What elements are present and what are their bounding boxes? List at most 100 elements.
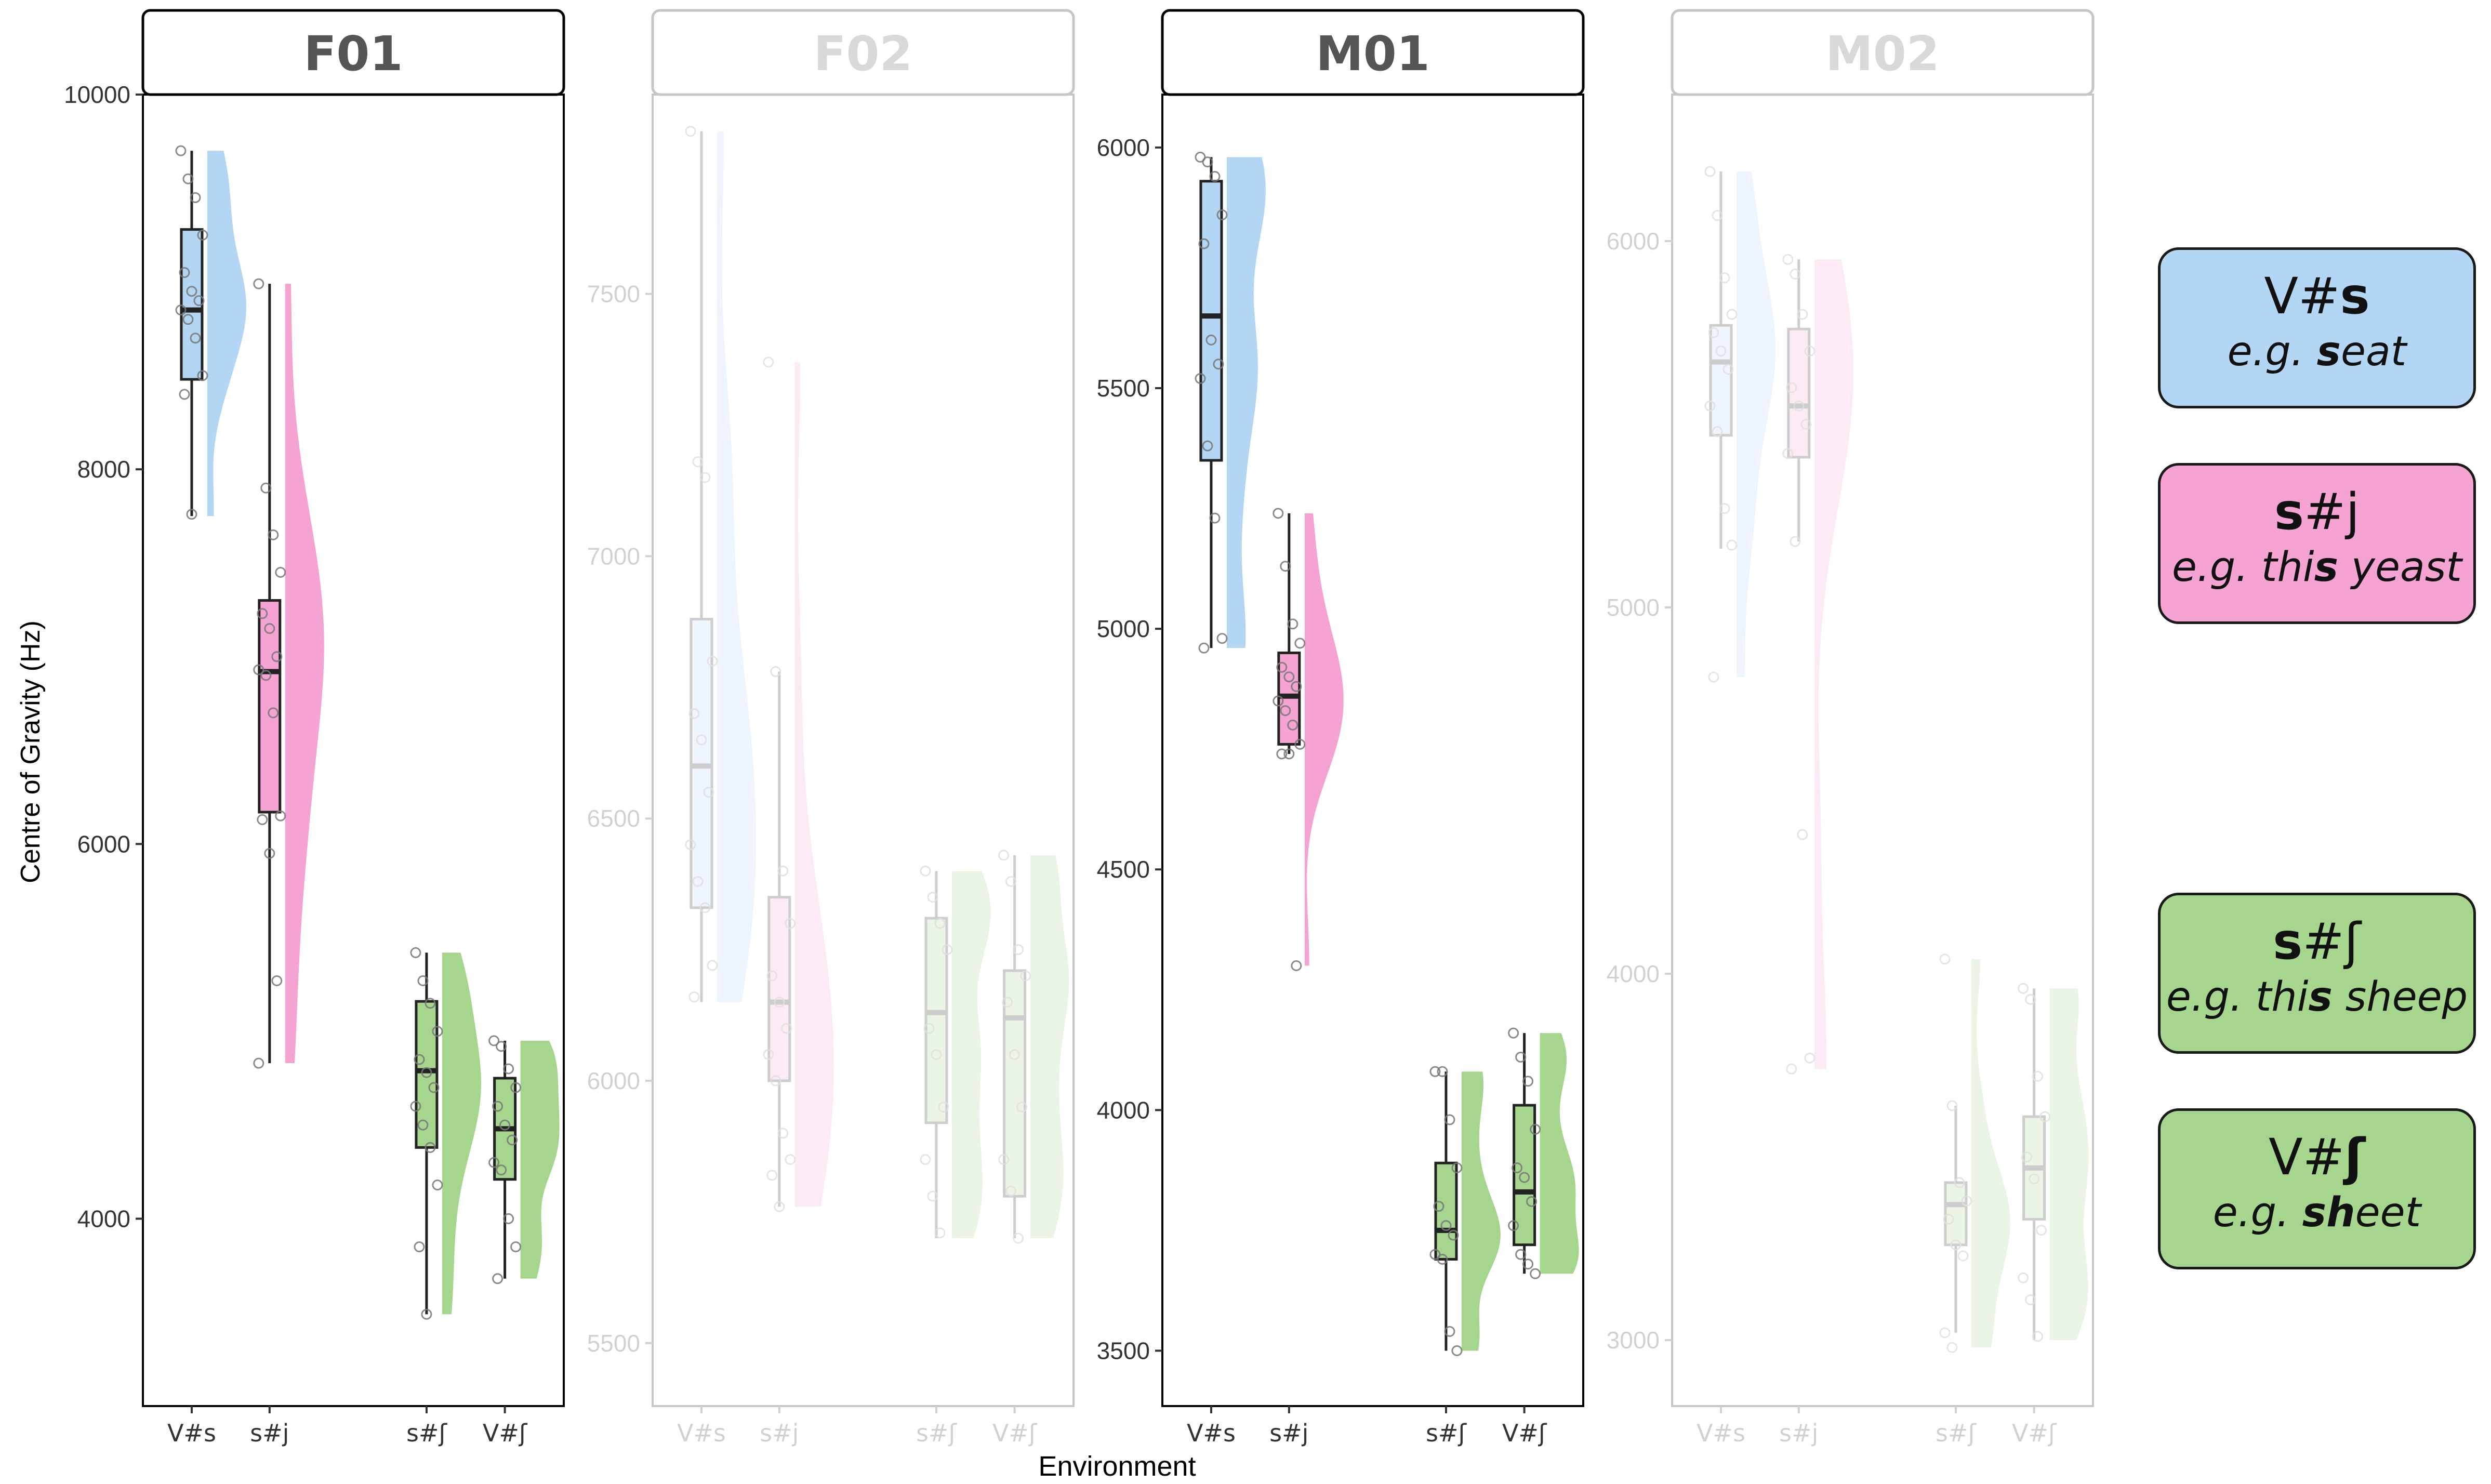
data-point bbox=[2036, 1225, 2047, 1236]
data-point bbox=[1005, 1185, 1017, 1197]
data-point bbox=[1939, 1327, 1951, 1339]
iqr-box bbox=[767, 896, 791, 1082]
box-m02-2 bbox=[1939, 953, 2010, 1353]
data-point bbox=[1508, 1027, 1519, 1039]
data-point bbox=[421, 1067, 432, 1078]
data-point bbox=[938, 1102, 949, 1113]
data-point bbox=[1961, 1195, 1972, 1207]
data-point bbox=[696, 734, 707, 746]
box-m02-1 bbox=[1782, 254, 1853, 1075]
panel-frame bbox=[1161, 94, 1584, 1407]
data-point bbox=[1280, 561, 1291, 572]
data-point bbox=[1723, 364, 1734, 375]
data-point bbox=[2039, 1111, 2051, 1122]
data-point bbox=[496, 1164, 507, 1176]
data-point bbox=[1704, 400, 1716, 412]
iqr-box bbox=[1513, 1104, 1536, 1247]
data-point bbox=[1797, 309, 1808, 320]
panel-frame bbox=[652, 94, 1075, 1407]
data-point bbox=[275, 566, 286, 578]
data-point bbox=[414, 1054, 425, 1065]
box-f02-3 bbox=[998, 850, 1069, 1244]
y-tick-label: 6000 bbox=[1097, 134, 1150, 161]
data-point bbox=[1002, 997, 1013, 1008]
data-point bbox=[1287, 618, 1298, 630]
panel-frame bbox=[142, 94, 565, 1407]
data-point bbox=[421, 1308, 432, 1320]
data-point bbox=[1708, 671, 1719, 683]
data-point bbox=[260, 670, 272, 681]
data-point bbox=[1013, 1233, 1024, 1244]
data-point bbox=[1515, 1249, 1527, 1260]
data-point bbox=[1782, 448, 1794, 459]
data-point bbox=[688, 991, 700, 1003]
data-point bbox=[777, 1128, 789, 1139]
data-point bbox=[1205, 334, 1217, 346]
legend-item-sesh: s#ʃ e.g. this sheep bbox=[2158, 893, 2476, 1054]
data-point bbox=[1782, 254, 1794, 265]
y-tick-label: 3000 bbox=[1607, 1327, 1660, 1354]
legend-symbol: s#ʃ bbox=[2273, 912, 2361, 971]
facet-strip bbox=[651, 9, 1075, 96]
facet-strip bbox=[1671, 9, 2095, 96]
data-point bbox=[770, 1075, 781, 1086]
y-tick-label: 8000 bbox=[77, 456, 130, 483]
data-point bbox=[190, 192, 201, 203]
data-point bbox=[998, 850, 1010, 861]
data-point bbox=[432, 1180, 443, 1191]
data-point bbox=[2021, 1151, 2033, 1163]
y-tick-label: 5000 bbox=[1607, 594, 1660, 621]
data-point bbox=[1797, 829, 1808, 840]
data-point bbox=[1708, 327, 1719, 338]
iqr-box bbox=[180, 228, 204, 381]
data-point bbox=[774, 997, 785, 1008]
legend-item-sj: s#j e.g. this yeast bbox=[2158, 463, 2476, 624]
data-point bbox=[1020, 970, 1031, 982]
data-point bbox=[186, 509, 197, 520]
data-point bbox=[264, 847, 275, 859]
data-point bbox=[1786, 382, 1797, 393]
data-point bbox=[1283, 748, 1295, 760]
data-point bbox=[186, 286, 197, 297]
data-point bbox=[1448, 1229, 1459, 1241]
data-point bbox=[1429, 1066, 1441, 1077]
density-cloud bbox=[520, 1040, 560, 1279]
data-point bbox=[1198, 238, 1210, 249]
x-axis-title: Environment bbox=[1038, 1451, 1196, 1482]
data-point bbox=[268, 707, 279, 719]
data-point bbox=[920, 1154, 931, 1165]
data-point bbox=[197, 229, 208, 241]
x-tick-label: V#s bbox=[1187, 1419, 1236, 1447]
data-point bbox=[1519, 1172, 1530, 1183]
data-point bbox=[425, 1142, 436, 1153]
legend-symbol: V#ʃ bbox=[2269, 1128, 2365, 1186]
data-point bbox=[510, 1241, 522, 1253]
legend-example: e.g. sheet bbox=[2212, 1189, 2421, 1236]
data-point bbox=[1273, 695, 1284, 707]
data-point bbox=[1280, 705, 1291, 717]
data-point bbox=[1209, 170, 1221, 182]
data-point bbox=[179, 389, 190, 400]
data-point bbox=[699, 472, 711, 483]
facet-label: M02 bbox=[1825, 26, 1940, 82]
data-point bbox=[766, 1170, 778, 1181]
data-point bbox=[492, 1101, 504, 1112]
data-point bbox=[1276, 748, 1288, 760]
data-point bbox=[1522, 1076, 1534, 1087]
data-point bbox=[1216, 633, 1228, 644]
data-point bbox=[1009, 1049, 1021, 1061]
y-tick-label: 6500 bbox=[587, 805, 640, 832]
y-tick-label: 7500 bbox=[587, 281, 640, 308]
data-point bbox=[507, 1134, 518, 1146]
data-point bbox=[1946, 1342, 1958, 1353]
box-m02-3 bbox=[2018, 983, 2089, 1342]
data-point bbox=[257, 814, 268, 825]
x-tick-label: s#j bbox=[760, 1419, 799, 1447]
data-point bbox=[1530, 1123, 1541, 1135]
legend-symbol: V#s bbox=[2264, 267, 2370, 325]
data-point bbox=[1793, 400, 1805, 412]
data-point bbox=[1790, 536, 1801, 547]
panel-frame bbox=[1671, 94, 2094, 1407]
data-point bbox=[1954, 1177, 1965, 1188]
facet-label: M01 bbox=[1316, 26, 1430, 82]
